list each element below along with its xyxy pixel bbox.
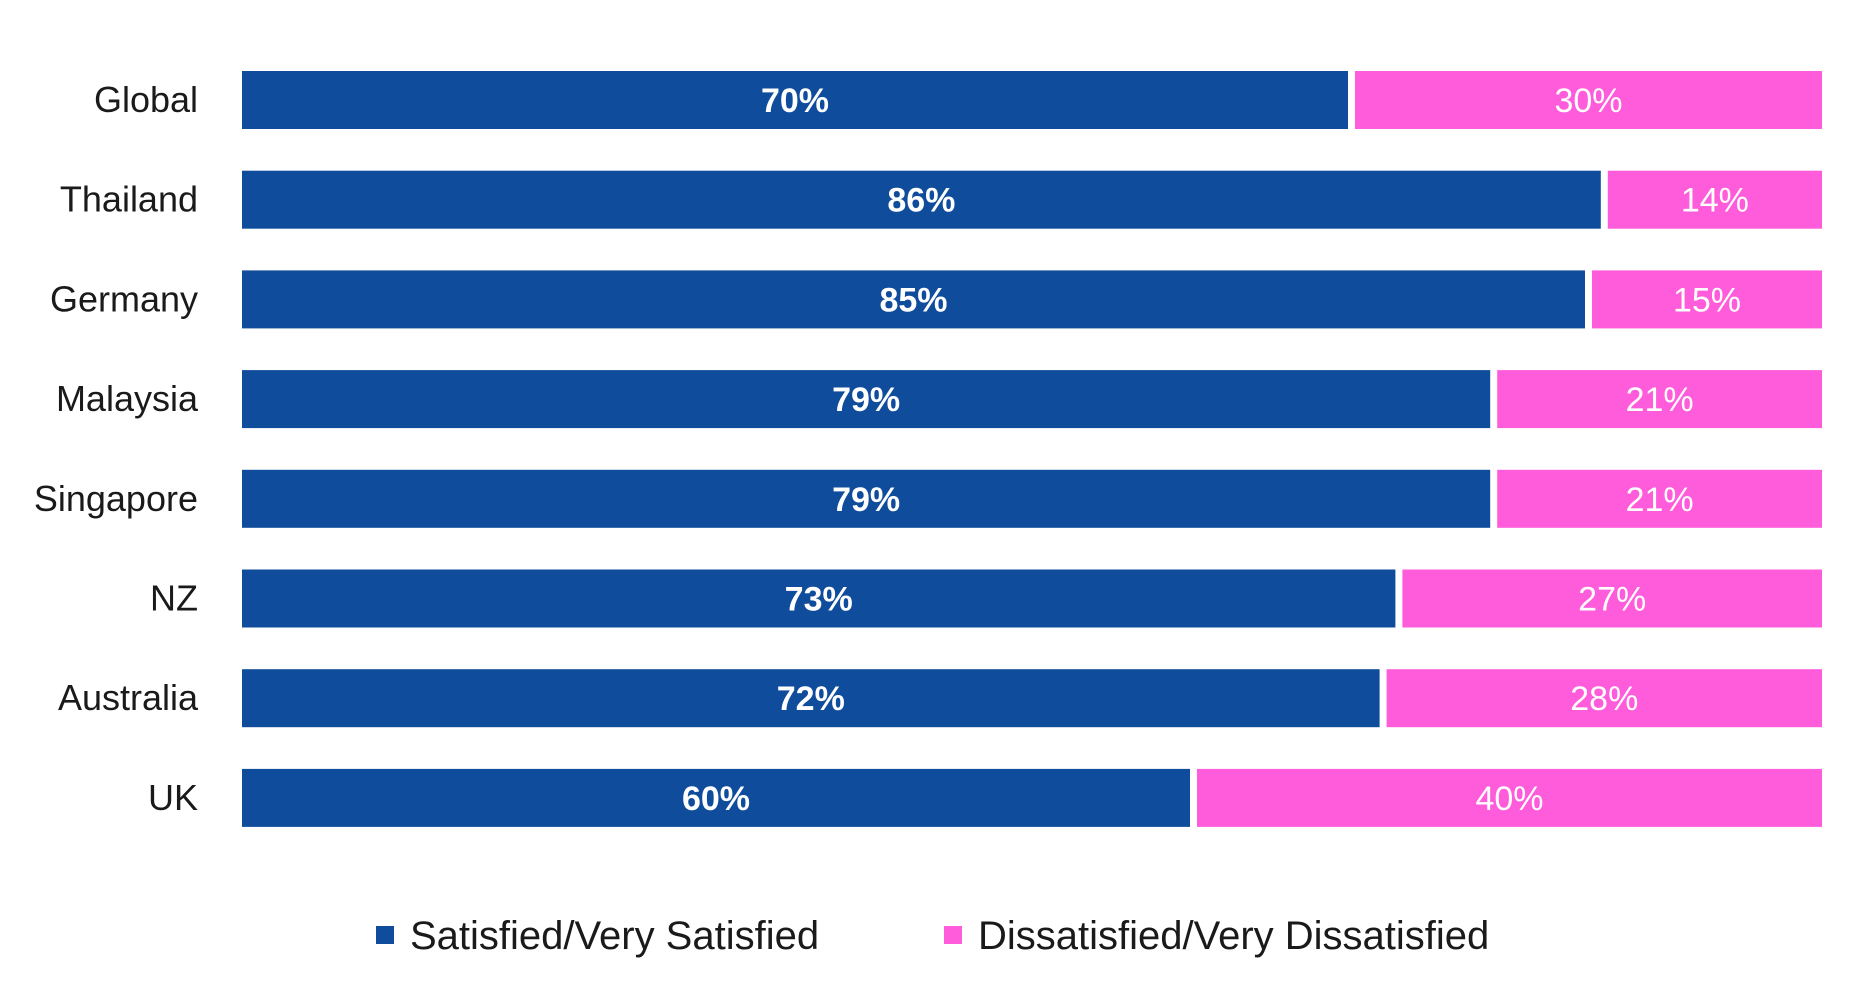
- bar-satisfied-thailand: [242, 170, 1601, 229]
- value-label-dissatisfied-germany: 15%: [1673, 281, 1741, 319]
- category-label-australia: Australia: [58, 677, 199, 718]
- value-label-dissatisfied-nz: 27%: [1578, 581, 1646, 619]
- bar-satisfied-malaysia: [242, 370, 1491, 429]
- value-label-satisfied-singapore: 79%: [832, 481, 900, 519]
- value-label-satisfied-malaysia: 79%: [832, 381, 900, 419]
- value-labels: 70% 30% 86% 14% 85% 15% 79% 21% 79% 21% 73% 27% 72% 2…: [682, 82, 1749, 818]
- bar-dissatisfied-germany: [1592, 270, 1822, 329]
- category-label-thailand: Thailand: [60, 179, 198, 220]
- bar-dissatisfied-australia: [1386, 669, 1822, 728]
- bar-dissatisfied-malaysia: [1497, 370, 1822, 429]
- bar-dissatisfied-singapore: [1497, 469, 1822, 528]
- value-label-satisfied-australia: 72%: [777, 680, 845, 718]
- bar-satisfied-global: [242, 71, 1348, 129]
- bar-satisfied-germany: [242, 270, 1585, 329]
- category-label-singapore: Singapore: [34, 478, 198, 519]
- bar-dissatisfied-nz: [1402, 569, 1822, 628]
- legend-swatch-satisfied: [376, 926, 394, 944]
- category-label-uk: UK: [148, 777, 198, 818]
- bar-satisfied-singapore: [242, 469, 1491, 528]
- legend: Satisfied/Very Satisfied Dissatisfied/Ve…: [376, 914, 1489, 958]
- category-label-germany: Germany: [50, 278, 198, 319]
- value-label-satisfied-nz: 73%: [785, 581, 853, 619]
- bar-satisfied-uk: [242, 768, 1190, 827]
- category-label-global: Global: [94, 79, 198, 120]
- bar-dissatisfied-thailand: [1607, 170, 1822, 229]
- value-label-satisfied-thailand: 86%: [887, 182, 955, 220]
- category-labels: Global Thailand Germany Malaysia Singapore NZ…: [34, 79, 199, 818]
- value-label-satisfied-uk: 60%: [682, 780, 750, 818]
- bar-satisfied-australia: [242, 669, 1380, 728]
- bars: [242, 71, 1822, 827]
- value-label-dissatisfied-malaysia: 21%: [1626, 381, 1694, 419]
- value-label-dissatisfied-uk: 40%: [1475, 780, 1543, 818]
- category-label-nz: NZ: [150, 578, 198, 619]
- value-label-satisfied-global: 70%: [761, 82, 829, 120]
- legend-swatch-dissatisfied: [944, 926, 962, 944]
- legend-label-satisfied: Satisfied/Very Satisfied: [410, 914, 819, 958]
- value-label-dissatisfied-singapore: 21%: [1626, 481, 1694, 519]
- bar-satisfied-nz: [242, 569, 1396, 628]
- value-label-satisfied-germany: 85%: [879, 281, 947, 319]
- category-label-malaysia: Malaysia: [56, 378, 199, 419]
- value-label-dissatisfied-australia: 28%: [1570, 680, 1638, 718]
- value-label-dissatisfied-thailand: 14%: [1681, 182, 1749, 220]
- legend-label-dissatisfied: Dissatisfied/Very Dissatisfied: [978, 914, 1489, 958]
- value-label-dissatisfied-global: 30%: [1554, 82, 1622, 120]
- bar-dissatisfied-uk: [1197, 768, 1822, 827]
- bar-dissatisfied-global: [1355, 71, 1822, 129]
